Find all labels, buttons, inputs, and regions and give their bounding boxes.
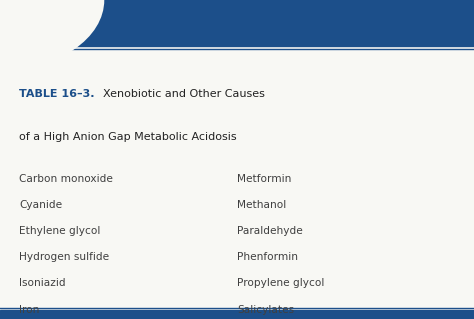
Text: Hydrogen sulfide: Hydrogen sulfide — [19, 252, 109, 262]
Bar — [0, 310, 474, 319]
Bar — [0, 0, 474, 46]
Text: TABLE 16–3.: TABLE 16–3. — [19, 89, 94, 99]
Text: Isoniazid: Isoniazid — [19, 278, 65, 288]
Text: Ethylene glycol: Ethylene glycol — [19, 226, 100, 236]
Text: Salicylates: Salicylates — [237, 305, 294, 315]
Text: Methanol: Methanol — [237, 200, 286, 210]
Text: Xenobiotic and Other Causes: Xenobiotic and Other Causes — [103, 89, 265, 99]
Text: Propylene glycol: Propylene glycol — [237, 278, 324, 288]
Wedge shape — [0, 0, 104, 70]
Text: Carbon monoxide: Carbon monoxide — [19, 174, 113, 184]
Text: Iron: Iron — [19, 305, 39, 315]
Text: Paraldehyde: Paraldehyde — [237, 226, 303, 236]
Text: Phenformin: Phenformin — [237, 252, 298, 262]
Text: of a High Anion Gap Metabolic Acidosis: of a High Anion Gap Metabolic Acidosis — [19, 132, 237, 142]
Text: Cyanide: Cyanide — [19, 200, 62, 210]
Text: Metformin: Metformin — [237, 174, 292, 184]
